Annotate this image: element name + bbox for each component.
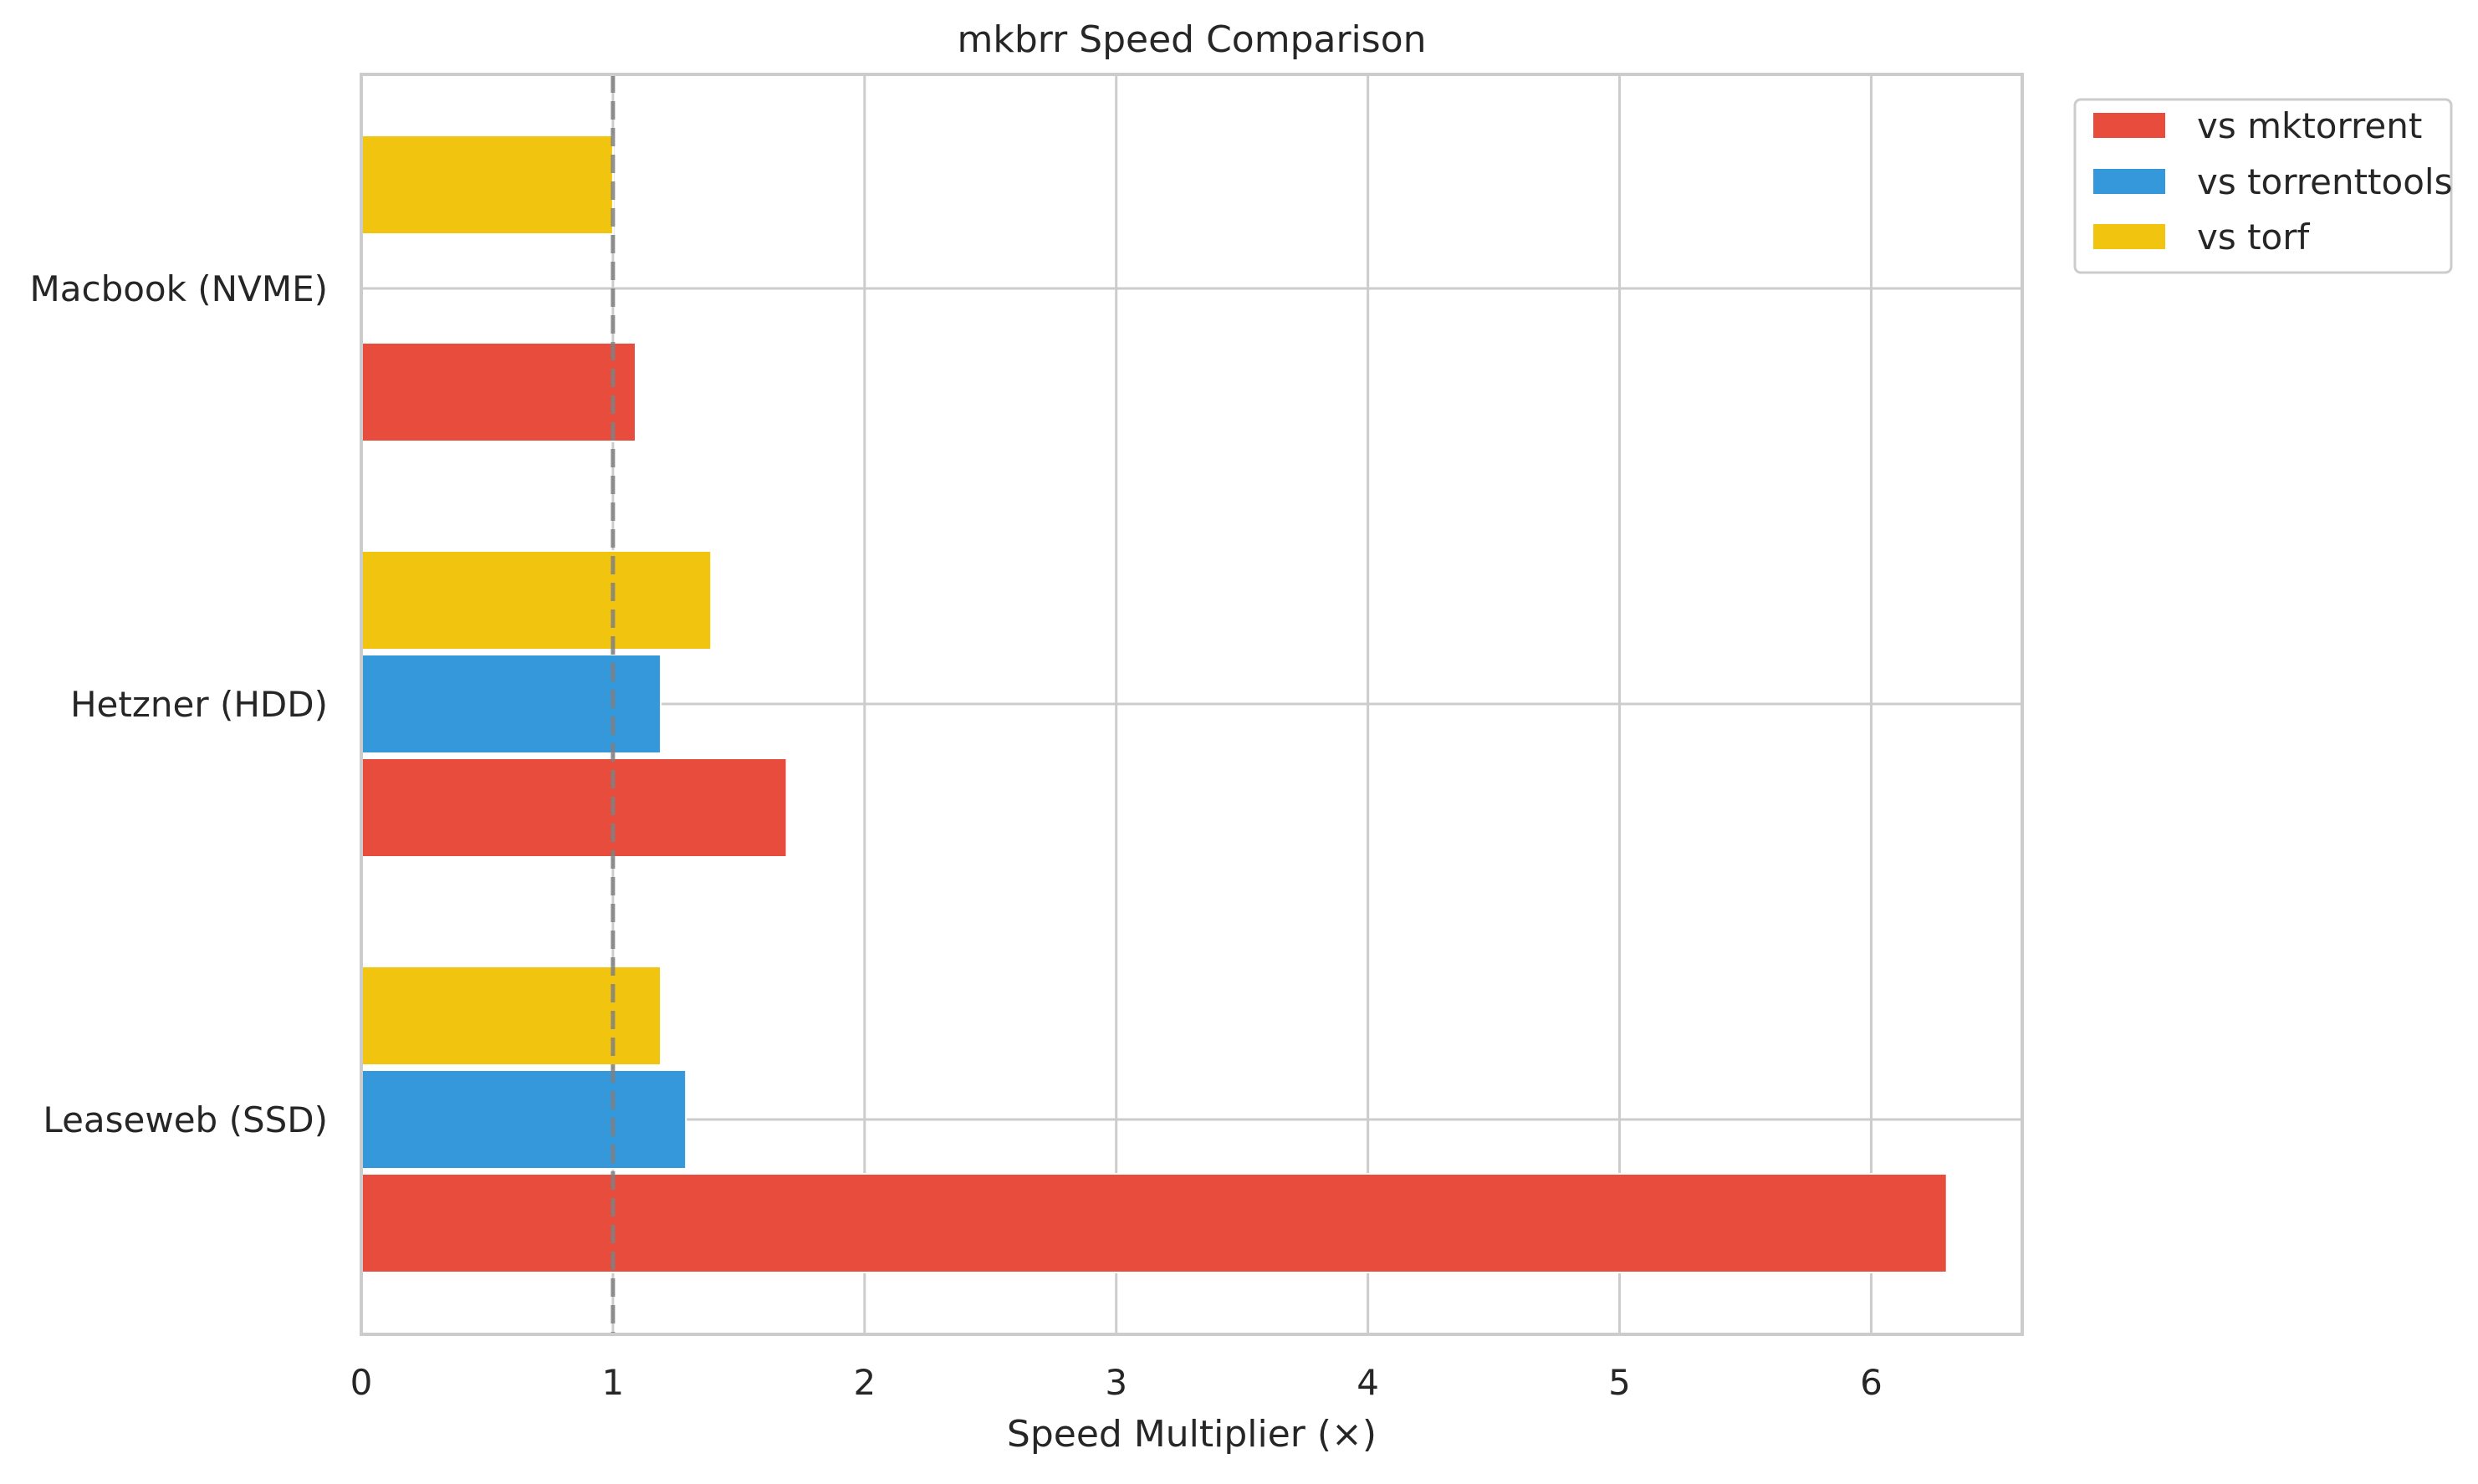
bar-vs-torf-2 <box>360 966 662 1066</box>
legend-label: vs torrenttools <box>2197 161 2452 202</box>
y-tick-label: Hetzner (HDD) <box>70 684 328 725</box>
legend-swatch <box>2093 113 2165 138</box>
x-axis-label: Speed Multiplier (×) <box>1007 1413 1377 1456</box>
bars <box>360 135 1948 1273</box>
bar-vs-mktorrent-1 <box>360 757 788 858</box>
x-tick-label: 3 <box>1105 1362 1127 1403</box>
x-tick-label: 4 <box>1357 1362 1379 1403</box>
x-tick-label: 0 <box>350 1362 373 1403</box>
legend: vs mktorrent vs torrenttools vs torf <box>2073 98 2453 274</box>
legend-label: vs torf <box>2197 217 2311 258</box>
y-tick-label: Macbook (NVME) <box>30 268 329 309</box>
bar-vs-torf-1 <box>360 550 713 650</box>
x-tick-label: 5 <box>1608 1362 1631 1403</box>
legend-label: vs mktorrent <box>2197 105 2422 146</box>
bar-vs-mktorrent-2 <box>360 1173 1948 1273</box>
x-tick-label: 1 <box>602 1362 625 1403</box>
bar-vs-torrenttools-1 <box>360 654 662 754</box>
bar-vs-torf-0 <box>360 135 614 235</box>
y-tick-label: Leaseweb (SSD) <box>43 1099 328 1140</box>
x-tick-labels: 0 1 2 3 4 5 6 <box>350 1362 1883 1403</box>
plot-frame <box>360 73 2024 1336</box>
legend-swatch <box>2093 169 2165 194</box>
x-tick-label: 2 <box>853 1362 876 1403</box>
x-tick-label: 6 <box>1860 1362 1883 1403</box>
legend-swatch <box>2093 224 2165 249</box>
chart-title: mkbrr Speed Comparison <box>957 18 1426 61</box>
bar-vs-mktorrent-0 <box>360 342 636 442</box>
legend-frame <box>2073 98 2453 274</box>
bar-vs-torrenttools-2 <box>360 1069 687 1170</box>
y-tick-labels: Macbook (NVME) Hetzner (HDD) Leaseweb (SSD… <box>30 268 329 1140</box>
